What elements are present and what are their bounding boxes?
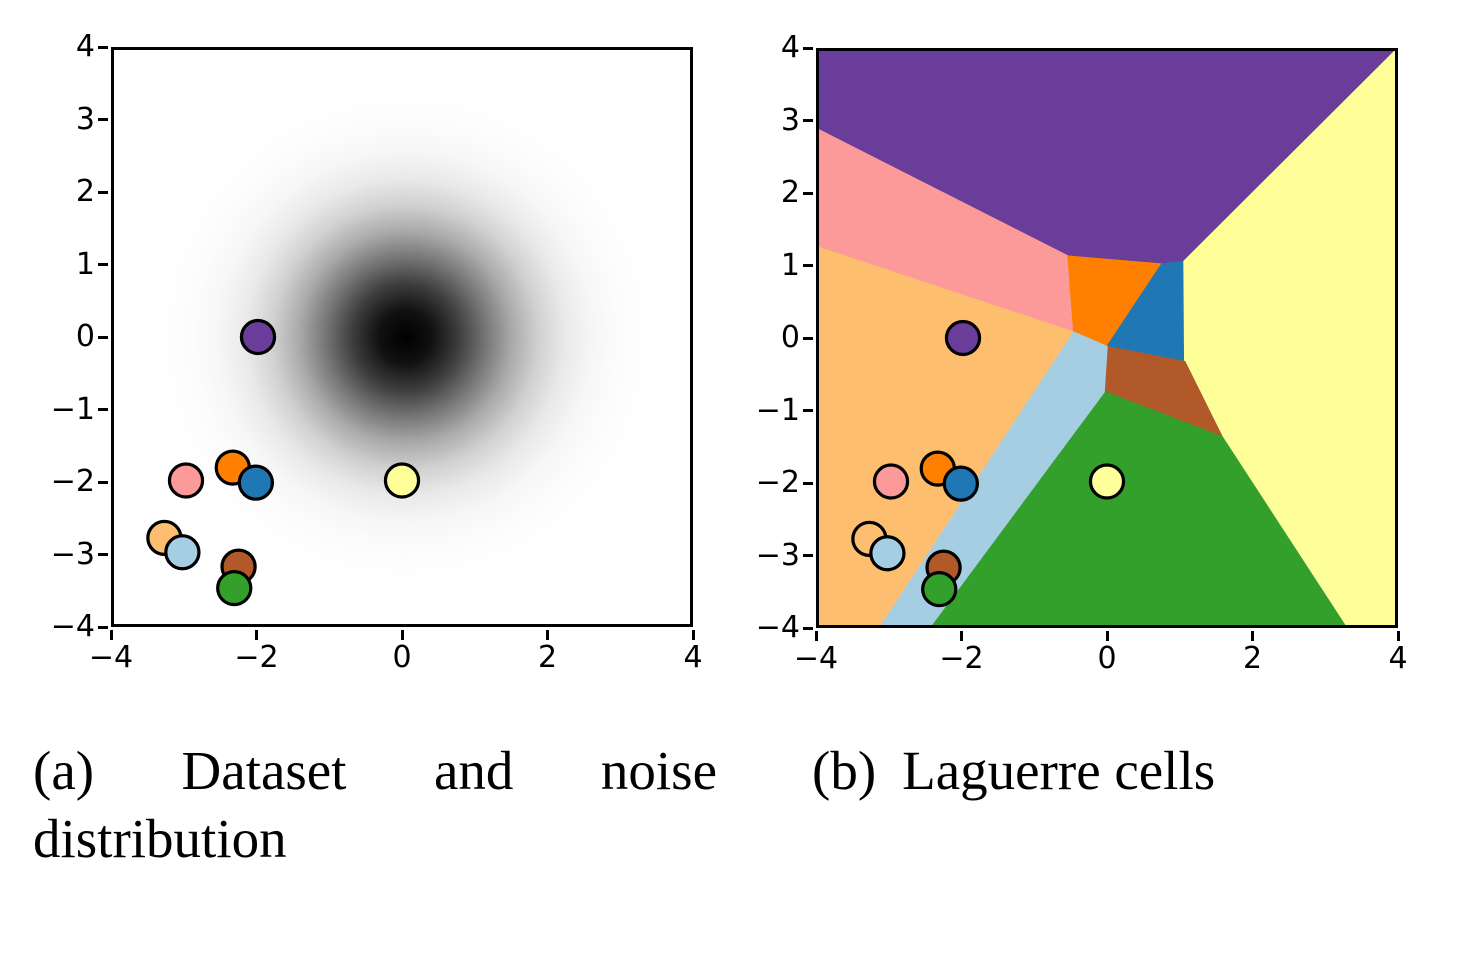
x-tick-mark: [109, 630, 113, 640]
y-tick-mark: [98, 263, 108, 266]
x-tick-mark: [1105, 631, 1109, 641]
data-point-purple: [239, 318, 277, 356]
data-point-pink: [167, 462, 205, 499]
y-tick-label: −1: [755, 392, 800, 428]
data-point-pink: [872, 463, 910, 500]
data-point-purple: [944, 319, 982, 357]
plot-a-area: [111, 47, 693, 627]
plot-a: −4 −2 0 2 4 4 3 2 1 0 −1 −2 −3 −4: [51, 31, 703, 674]
y-tick-mark: [98, 335, 108, 339]
y-tick-mark: [98, 45, 108, 49]
y-tick-mark: [98, 625, 108, 629]
plot-b-area: [816, 48, 1398, 628]
y-tick-mark: [98, 553, 108, 556]
x-tick-mark: [400, 630, 404, 640]
x-tick-mark: [1396, 631, 1400, 641]
data-point-blue: [237, 464, 275, 501]
x-tick-label: 4: [1388, 641, 1408, 676]
x-tick-mark: [1251, 631, 1254, 641]
x-tick-label: −4: [793, 641, 839, 676]
y-tick-mark: [98, 408, 108, 411]
data-point-green: [921, 571, 958, 608]
x-tick-mark: [814, 631, 818, 641]
y-tick-mark: [803, 481, 813, 485]
y-tick-label: 2: [75, 174, 95, 209]
data-point-light-blue: [164, 534, 201, 571]
y-tick-label: −4: [755, 610, 800, 645]
plot-b-svg: [819, 51, 1395, 625]
caption-a-line2: distribution: [33, 808, 287, 869]
caption-b: (b) Laguerre cells: [812, 737, 1215, 805]
y-tick-label: −4: [50, 609, 95, 644]
x-tick-label: −2: [234, 640, 279, 675]
plot-a-svg: [139, 71, 672, 607]
y-tick-mark: [803, 191, 813, 195]
caption-b-label: (b): [812, 740, 877, 801]
y-tick-mark: [803, 119, 813, 122]
y-tick-label: 1: [75, 246, 95, 282]
x-tick-label: 2: [537, 640, 558, 675]
caption-a-line1: (a) Dataset and noise: [33, 737, 717, 805]
data-point-green: [216, 570, 253, 607]
data-point-blue: [942, 465, 980, 502]
x-tick-label: 4: [683, 640, 703, 675]
data-point-yellow: [383, 462, 421, 499]
y-tick-label: 0: [75, 319, 95, 354]
y-tick-label: 2: [780, 175, 800, 210]
x-tick-label: −2: [939, 641, 984, 676]
y-tick-mark: [98, 480, 108, 484]
y-tick-label: −3: [50, 536, 95, 572]
y-tick-mark: [98, 190, 108, 194]
x-tick-mark: [691, 630, 695, 640]
y-tick-label: 3: [780, 102, 800, 138]
y-tick-mark: [803, 264, 813, 267]
gaussian-noise-density: [139, 71, 672, 603]
data-point-yellow: [1088, 463, 1126, 500]
y-tick-mark: [98, 118, 108, 121]
y-tick-mark: [803, 626, 813, 630]
y-tick-mark: [803, 46, 813, 50]
x-tick-mark: [255, 630, 258, 640]
caption-a: (a) Dataset and noise distribution: [33, 737, 717, 873]
y-tick-label: −2: [50, 464, 95, 499]
y-tick-label: 4: [75, 29, 95, 64]
caption-a-word: and: [433, 740, 514, 801]
caption-a-word: Dataset: [181, 740, 347, 801]
caption-a-word: (a): [33, 740, 95, 801]
y-tick-label: 4: [780, 30, 800, 65]
y-tick-label: −1: [50, 391, 95, 427]
x-tick-mark: [546, 630, 549, 640]
y-tick-mark: [803, 554, 813, 557]
caption-a-word: noise: [600, 740, 717, 801]
x-tick-label: 0: [1097, 641, 1117, 676]
y-tick-mark: [803, 409, 813, 412]
y-tick-mark: [803, 336, 813, 340]
x-tick-label: 2: [1242, 641, 1263, 676]
y-tick-label: 0: [780, 320, 800, 355]
x-tick-mark: [960, 631, 963, 641]
x-tick-label: −4: [88, 640, 134, 675]
y-tick-label: −3: [755, 537, 800, 573]
x-tick-label: 0: [392, 640, 412, 675]
plot-b: −4 −2 0 2 4 4 3 2 1 0 −1 −2 −3 −4: [756, 32, 1408, 675]
y-tick-label: −2: [755, 465, 800, 500]
y-tick-label: 1: [780, 247, 800, 283]
data-point-light-blue: [869, 535, 906, 572]
caption-b-text: Laguerre cells: [902, 740, 1216, 801]
y-tick-label: 3: [75, 101, 95, 137]
